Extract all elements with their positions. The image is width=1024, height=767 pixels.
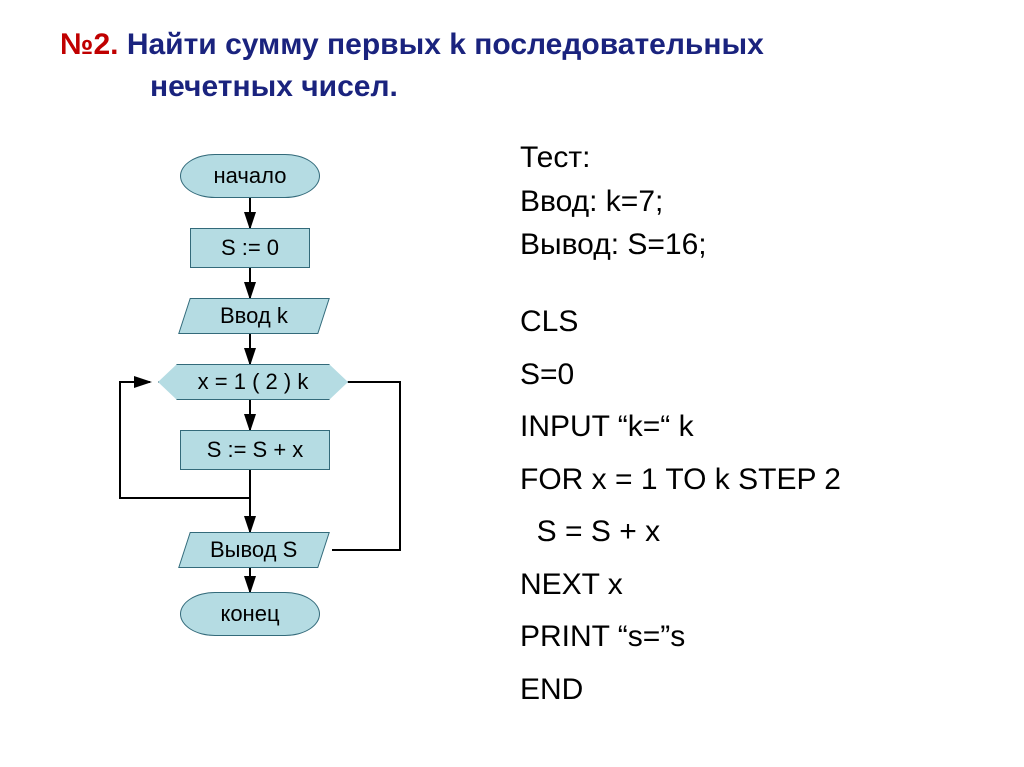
- flowchart-output: Вывод S: [178, 532, 330, 568]
- problem-title-line1: Найти сумму первых k последовательных: [127, 28, 764, 61]
- test-block: Тест: Ввод: k=7; Вывод: S=16;: [520, 136, 707, 267]
- test-input: Ввод: k=7;: [520, 180, 707, 224]
- flowchart-init-label: S := 0: [221, 235, 279, 261]
- code-block: CLS S=0 INPUT “k=“ k FOR x = 1 TO k STEP…: [520, 296, 841, 716]
- flowchart: начало S := 0 Ввод k x = 1 ( 2 ) k S := …: [80, 148, 440, 728]
- flowchart-start: начало: [180, 154, 320, 198]
- code-line: NEXT x: [520, 559, 841, 612]
- flowchart-output-label: Вывод S: [210, 537, 297, 563]
- problem-title-line2: нечетных чисел.: [150, 70, 398, 104]
- flowchart-body-label: S := S + x: [207, 437, 304, 463]
- code-line: S = S + x: [520, 506, 841, 559]
- flowchart-init: S := 0: [190, 228, 310, 268]
- code-line: CLS: [520, 296, 841, 349]
- code-line: INPUT “k=“ k: [520, 401, 841, 454]
- flowchart-start-label: начало: [214, 163, 287, 189]
- flowchart-loop-label: x = 1 ( 2 ) k: [198, 369, 309, 395]
- problem-number: №2.: [60, 28, 118, 61]
- test-output: Вывод: S=16;: [520, 223, 707, 267]
- test-heading: Тест:: [520, 136, 707, 180]
- code-line: PRINT “s=”s: [520, 611, 841, 664]
- code-line: END: [520, 664, 841, 717]
- flowchart-body: S := S + x: [180, 430, 330, 470]
- problem-title: №2. Найти сумму первых k последовательны…: [60, 28, 764, 62]
- code-line: FOR x = 1 TO k STEP 2: [520, 454, 841, 507]
- flowchart-input-label: Ввод k: [220, 303, 288, 329]
- flowchart-loop: x = 1 ( 2 ) k: [158, 364, 348, 400]
- flowchart-input: Ввод k: [178, 298, 330, 334]
- code-line: S=0: [520, 349, 841, 402]
- flowchart-end-label: конец: [220, 601, 279, 627]
- flowchart-end: конец: [180, 592, 320, 636]
